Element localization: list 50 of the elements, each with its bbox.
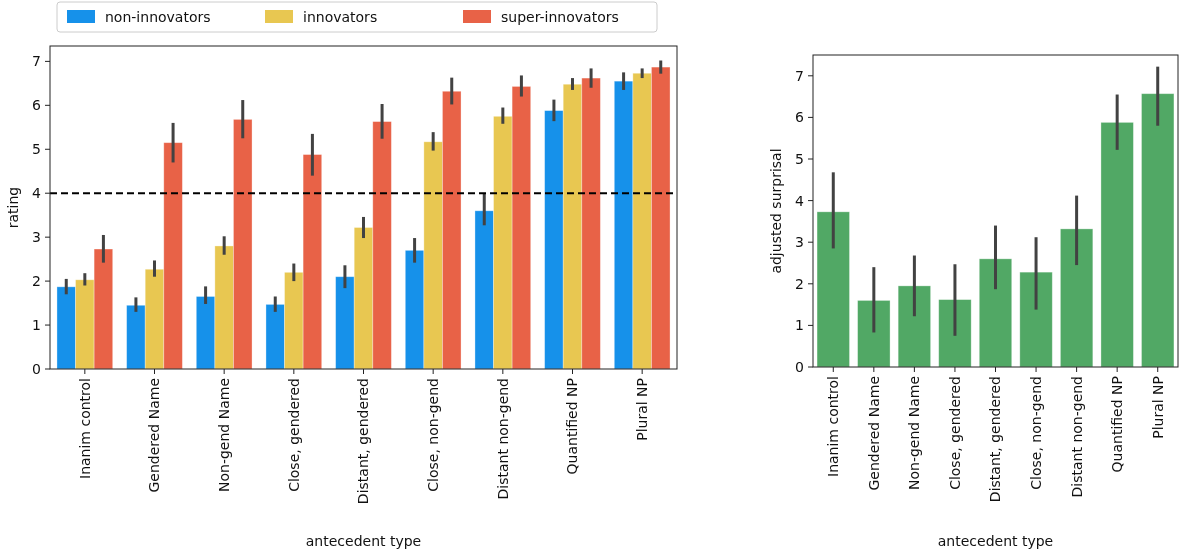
x-tick-label: Close, gendered: [285, 378, 302, 492]
x-tick-label: Gendered Name: [865, 376, 882, 491]
y-axis-title: rating: [5, 186, 21, 229]
x-tick-label: Non-gend Name: [906, 376, 923, 490]
bar: [816, 211, 850, 368]
x-tick-label: Inanim control: [825, 376, 842, 477]
x-tick-label: Distant non-gend: [1068, 376, 1085, 498]
x-tick-label: Non-gend Name: [216, 378, 233, 492]
bar: [938, 299, 972, 368]
x-axis-title: antecedent type: [305, 533, 422, 549]
x-tick-label: Close, non-gend: [425, 378, 442, 492]
legend-label: super-innovators: [501, 8, 619, 25]
x-tick-label: Inanim control: [76, 378, 93, 479]
bar: [1019, 271, 1053, 368]
legend-label: innovators: [303, 8, 378, 25]
bar: [978, 258, 1013, 368]
bar: [1100, 121, 1134, 368]
y-tick-label: 6: [32, 97, 42, 114]
x-tick-label: Distant, gendered: [355, 378, 372, 505]
x-tick-label: Plural NP: [634, 378, 651, 441]
x-tick-label: Close, gendered: [946, 376, 963, 490]
y-tick-label: 3: [795, 234, 804, 251]
bar: [1141, 93, 1175, 368]
y-tick-label: 5: [32, 141, 41, 158]
y-tick-label: 7: [795, 67, 804, 84]
y-tick-label: 0: [795, 358, 804, 375]
bar: [1059, 228, 1094, 368]
x-tick-label: Distant non-gend: [494, 378, 511, 500]
y-tick-label: 6: [795, 109, 805, 126]
y-axis-title: adjusted surprisal: [768, 148, 784, 274]
x-axis-title: antecedent type: [937, 533, 1054, 549]
y-tick-label: 7: [32, 53, 41, 70]
bar: [857, 300, 891, 368]
y-tick-label: 2: [32, 273, 41, 290]
y-tick-label: 3: [32, 229, 41, 246]
legend-label: non-innovators: [105, 8, 211, 25]
x-tick-label: Quantified NP: [1109, 376, 1126, 473]
x-tick-label: Plural NP: [1149, 376, 1166, 439]
bar: [897, 285, 932, 368]
x-tick-label: Gendered Name: [146, 378, 163, 493]
y-tick-label: 1: [32, 316, 41, 333]
y-tick-label: 2: [795, 275, 804, 292]
x-tick-label: Distant, gendered: [987, 376, 1004, 503]
y-tick-label: 0: [32, 360, 41, 377]
y-tick-label: 5: [795, 150, 804, 167]
x-tick-label: Quantified NP: [564, 378, 581, 475]
y-tick-label: 4: [795, 192, 805, 209]
y-tick-label: 4: [32, 185, 42, 202]
x-tick-label: Close, non-gend: [1027, 376, 1044, 490]
y-tick-label: 1: [795, 317, 804, 334]
